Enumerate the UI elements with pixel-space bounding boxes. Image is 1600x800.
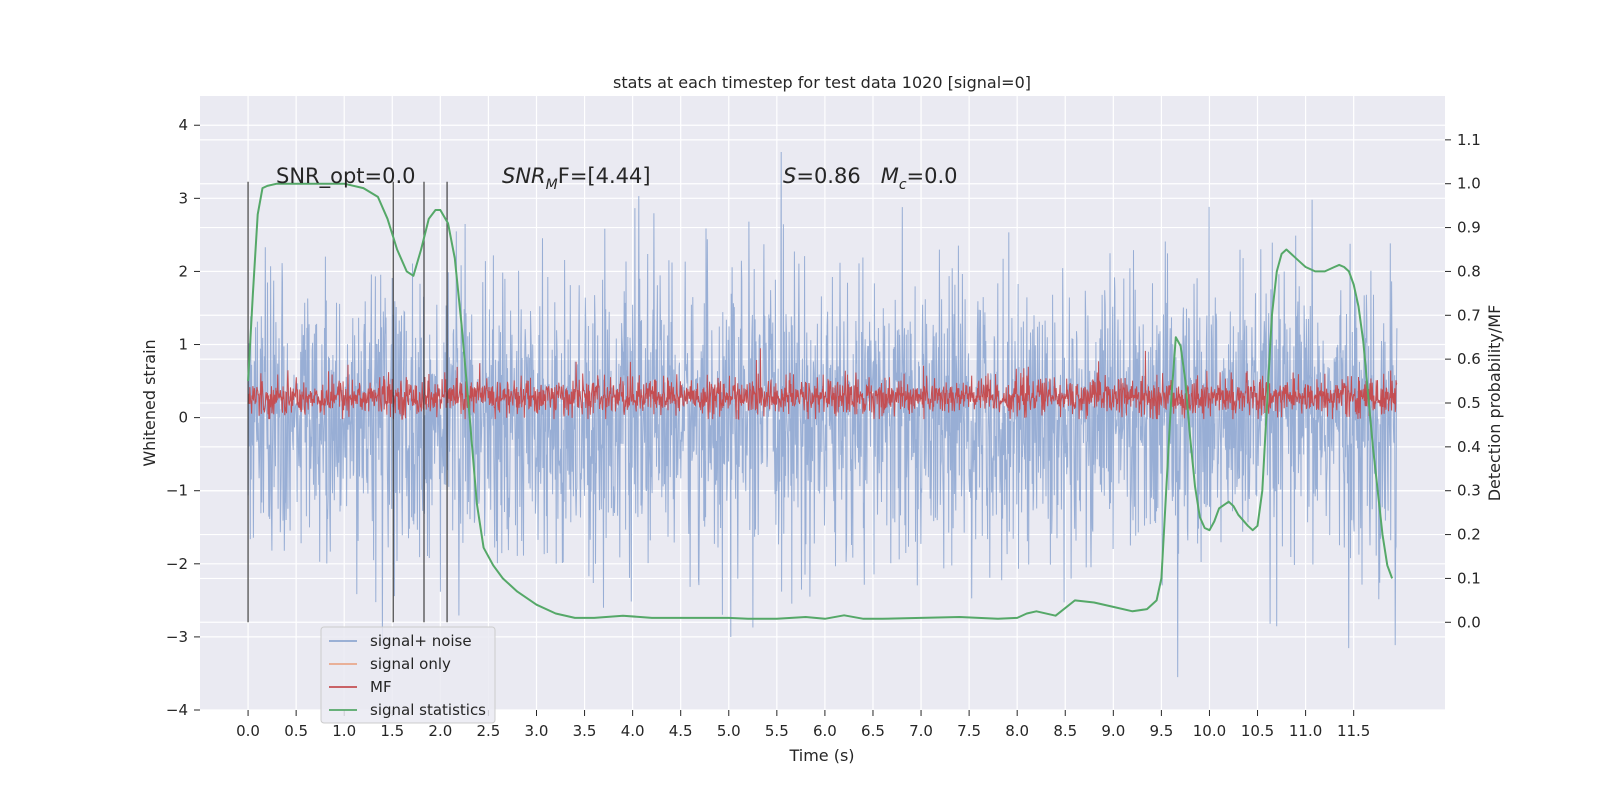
x-tick-label-18: 9.0: [1101, 722, 1125, 740]
x-tick-label-10: 5.0: [717, 722, 741, 740]
x-tick-label-13: 6.5: [861, 722, 885, 740]
y2-tick-label-8: 0.8: [1457, 262, 1481, 280]
annotation-s-value: =0.86: [796, 164, 860, 188]
x-tick-label-20: 10.0: [1193, 722, 1226, 740]
x-tick-label-17: 8.5: [1053, 722, 1077, 740]
legend-label-signal-noise: signal+ noise: [370, 632, 472, 650]
y-tick-label-8: 4: [178, 116, 188, 134]
x-tick-label-5: 2.5: [476, 722, 500, 740]
annotation-mc-value: =0.0: [907, 164, 958, 188]
annotation-s-label: S: [783, 164, 796, 188]
series-line-signal-plus-noise: [247, 151, 1398, 678]
y2-tick-label-4: 0.4: [1457, 438, 1481, 456]
x-tick-label-9: 4.5: [669, 722, 693, 740]
series-line-mf: [247, 348, 1398, 421]
y2-axis-ticks: 0.0 0.1 0.2 0.3 0.4 0.5 0.6 0.7 0.8 0.9 1.0 1.1: [1445, 131, 1481, 631]
x-tick-label-23: 11.5: [1337, 722, 1370, 740]
x-tick-label-4: 2.0: [428, 722, 452, 740]
x-tick-label-2: 1.0: [332, 722, 356, 740]
y2-tick-label-9: 0.9: [1457, 219, 1481, 237]
y2-axis-label: Detection probability/MF: [1485, 305, 1504, 502]
annotation-mc-base: M: [881, 164, 899, 188]
series-line-signal-statistics: [247, 182, 1394, 620]
x-tick-label-15: 7.5: [957, 722, 981, 740]
y2-tick-label-1: 0.1: [1457, 569, 1481, 587]
annotation-snr-mf: SNRMF=[4.44]: [502, 164, 651, 193]
vertical-markers: [247, 181, 448, 623]
x-tick-label-22: 11.0: [1289, 722, 1322, 740]
y2-tick-label-2: 0.2: [1457, 526, 1481, 544]
y-tick-label-3: −1: [166, 482, 188, 500]
x-tick-label-8: 4.0: [621, 722, 645, 740]
chart-title: stats at each timestep for test data 102…: [613, 73, 1031, 92]
x-tick-label-19: 9.5: [1149, 722, 1173, 740]
series-signal-statistics: [247, 182, 1394, 620]
legend: signal+ noise signal only MF signal stat…: [320, 626, 496, 724]
x-tick-label-16: 8.0: [1005, 722, 1029, 740]
y2-tick-label-3: 0.3: [1457, 482, 1481, 500]
y-tick-label-6: 2: [178, 262, 188, 280]
y-tick-label-2: −2: [166, 555, 188, 573]
x-tick-label-12: 6.0: [813, 722, 837, 740]
x-tick-label-7: 3.5: [573, 722, 597, 740]
y-axis-label: Whitened strain: [140, 339, 159, 466]
annotation-snr-mf-rest: F=[4.44]: [558, 164, 651, 188]
y2-tick-label-11: 1.1: [1457, 131, 1481, 149]
x-tick-label-1: 0.5: [284, 722, 308, 740]
legend-box: [320, 626, 496, 724]
x-axis-ticks: 0.0 0.5 1.0 1.5 2.0 2.5 3.0 3.5 4.0 4.5 5.0 5.5 6.0 6…: [236, 710, 1370, 740]
annotation-snr-mf-sub: M: [546, 177, 558, 193]
y2-tick-label-10: 1.0: [1457, 175, 1481, 193]
annotation-snr-mf-base: SNR: [502, 164, 546, 188]
legend-label-signal-statistics: signal statistics: [370, 701, 486, 719]
annotation-s-mc: S=0.86 Mc=0.0: [783, 164, 958, 193]
x-tick-label-14: 7.0: [909, 722, 933, 740]
y-axis-ticks: −4 −3 −2 −1 0 1 2 3 4: [166, 116, 200, 719]
series-mf: [247, 348, 1398, 421]
x-tick-label-0: 0.0: [236, 722, 260, 740]
series-signal-plus-noise: [247, 151, 1398, 678]
x-tick-label-3: 1.5: [380, 722, 404, 740]
x-tick-label-21: 10.5: [1241, 722, 1274, 740]
annotation-mc-sub: c: [899, 177, 907, 193]
y-tick-label-4: 0: [178, 409, 188, 427]
y-tick-label-7: 3: [178, 189, 188, 207]
x-tick-label-11: 5.5: [765, 722, 789, 740]
x-tick-label-6: 3.0: [525, 722, 549, 740]
x-axis-label: Time (s): [788, 746, 854, 765]
legend-label-mf: MF: [370, 678, 392, 696]
y2-tick-label-6: 0.6: [1457, 350, 1481, 368]
y2-tick-label-5: 0.5: [1457, 394, 1481, 412]
legend-label-signal-only: signal only: [370, 655, 451, 673]
y-tick-label-5: 1: [178, 336, 188, 354]
y2-tick-label-7: 0.7: [1457, 306, 1481, 324]
y-tick-label-1: −3: [166, 628, 188, 646]
y2-tick-label-0: 0.0: [1457, 613, 1481, 631]
y-tick-label-0: −4: [166, 701, 188, 719]
annotation-snr-opt: SNR_opt=0.0: [276, 164, 416, 189]
